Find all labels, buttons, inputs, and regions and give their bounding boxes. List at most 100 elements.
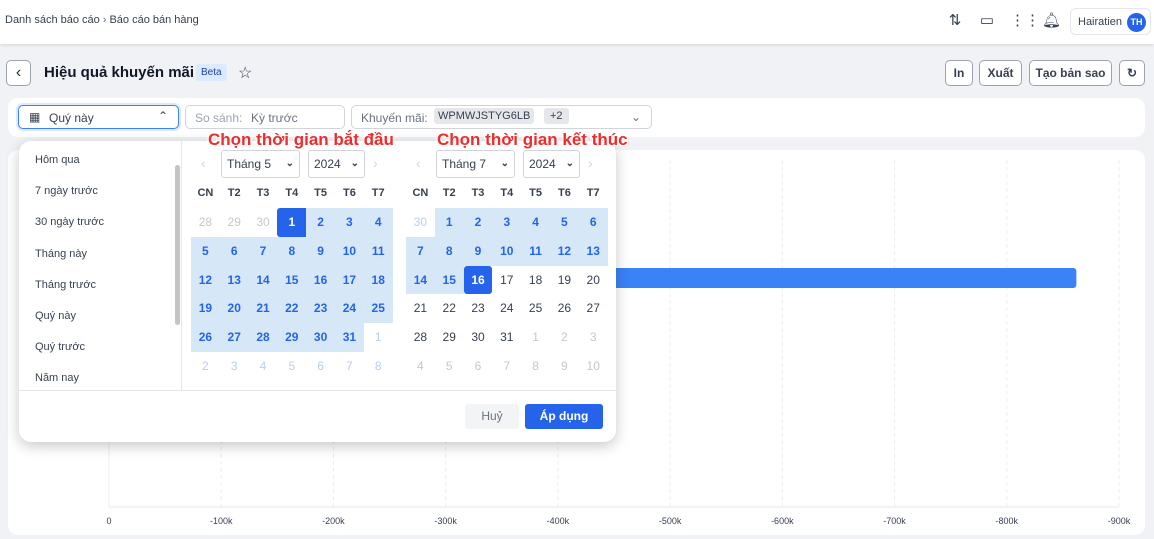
- feedback-icon[interactable]: ▭: [979, 12, 995, 29]
- day-cell[interactable]: 10: [586, 359, 600, 373]
- day-cell[interactable]: 21: [248, 294, 278, 324]
- day-cell[interactable]: 2: [463, 208, 493, 237]
- preset-item[interactable]: Tháng trước: [35, 278, 97, 291]
- month-select[interactable]: Tháng 7 ⌄: [436, 150, 515, 178]
- day-cell[interactable]: 13: [578, 236, 608, 266]
- day-cell[interactable]: 30: [471, 330, 485, 345]
- day-cell[interactable]: 11: [521, 236, 550, 266]
- day-cell[interactable]: 4: [417, 359, 424, 373]
- day-cell[interactable]: 24: [335, 294, 364, 324]
- preset-item[interactable]: Tháng này: [35, 247, 87, 260]
- day-cell[interactable]: 4: [259, 359, 267, 373]
- day-cell[interactable]: 10: [335, 236, 364, 266]
- day-cell[interactable]: 4: [521, 208, 550, 237]
- day-cell[interactable]: 30: [413, 215, 428, 229]
- day-cell[interactable]: 2: [561, 330, 568, 345]
- breadcrumb-link[interactable]: Danh sách báo cáo: [5, 14, 100, 26]
- year-select[interactable]: 2024 ⌄: [523, 150, 580, 178]
- day-cell[interactable]: 29: [277, 323, 307, 352]
- year-select[interactable]: 2024 ⌄: [308, 150, 365, 178]
- day-cell[interactable]: 8: [374, 359, 382, 373]
- day-cell[interactable]: 18: [363, 265, 393, 295]
- back-button[interactable]: ‹: [6, 60, 31, 86]
- refresh-button[interactable]: ↻: [1119, 60, 1145, 86]
- period-select[interactable]: ▦ Quý này ⌃: [18, 105, 179, 129]
- day-cell[interactable]: 2: [202, 359, 209, 373]
- day-cell[interactable]: 1: [434, 208, 464, 237]
- next-month-icon[interactable]: ›: [588, 155, 593, 171]
- day-cell[interactable]: 7: [346, 359, 353, 373]
- day-cell[interactable]: 5: [550, 208, 579, 237]
- day-cell[interactable]: 29: [227, 215, 241, 229]
- day-cell[interactable]: 18: [528, 272, 543, 287]
- preset-item[interactable]: Quý này: [35, 310, 76, 322]
- day-cell[interactable]: 9: [561, 359, 568, 373]
- compare-select[interactable]: So sánh: Kỳ trước: [185, 105, 345, 129]
- apps-grid-icon[interactable]: ⋮⋮: [1010, 12, 1040, 29]
- day-cell[interactable]: 11: [363, 236, 393, 266]
- day-cell[interactable]: 6: [578, 208, 608, 237]
- day-cell[interactable]: 24: [500, 301, 514, 316]
- day-cell[interactable]: 16: [463, 265, 493, 295]
- day-cell[interactable]: 28: [248, 323, 278, 352]
- prev-month-icon[interactable]: ‹: [201, 155, 206, 171]
- day-cell[interactable]: 28: [198, 215, 213, 229]
- day-cell[interactable]: 1: [374, 330, 382, 345]
- bell-icon[interactable]: 🔔︎: [1042, 12, 1062, 29]
- user-menu[interactable]: Hairatien TH: [1070, 8, 1151, 35]
- copy-button[interactable]: Tạo bản sao: [1029, 60, 1112, 86]
- exchange-icon[interactable]: ⇅: [948, 12, 962, 29]
- day-cell[interactable]: 1: [532, 330, 539, 345]
- day-cell[interactable]: 9: [306, 236, 335, 266]
- day-cell[interactable]: 5: [445, 359, 453, 373]
- month-select[interactable]: Tháng 5 ⌄: [221, 150, 300, 178]
- day-cell[interactable]: 23: [306, 294, 335, 324]
- day-cell[interactable]: 27: [586, 301, 600, 316]
- day-cell[interactable]: 3: [335, 208, 364, 237]
- day-cell[interactable]: 10: [492, 236, 522, 266]
- day-cell[interactable]: 30: [256, 215, 270, 229]
- day-cell[interactable]: 21: [413, 301, 428, 316]
- preset-item[interactable]: 30 ngày trước: [35, 216, 104, 229]
- day-cell[interactable]: 14: [406, 265, 435, 295]
- preset-scrollbar[interactable]: [175, 165, 180, 325]
- cancel-button[interactable]: Huỷ: [465, 404, 519, 429]
- day-cell[interactable]: 6: [474, 359, 482, 373]
- day-cell[interactable]: 25: [528, 301, 543, 316]
- apply-button[interactable]: Áp dụng: [525, 404, 603, 429]
- export-button[interactable]: Xuất: [979, 60, 1022, 86]
- day-cell[interactable]: 3: [492, 208, 522, 237]
- day-cell[interactable]: 8: [532, 359, 539, 373]
- day-cell[interactable]: 22: [277, 294, 307, 324]
- day-cell[interactable]: 4: [363, 208, 393, 237]
- day-cell[interactable]: 19: [191, 294, 220, 324]
- day-cell[interactable]: 23: [471, 301, 485, 316]
- day-cell[interactable]: 29: [442, 330, 456, 345]
- preset-item[interactable]: Năm nay: [35, 372, 80, 385]
- day-cell[interactable]: 8: [434, 236, 464, 266]
- day-cell[interactable]: 20: [219, 294, 249, 324]
- day-cell[interactable]: 25: [363, 294, 393, 324]
- preset-item[interactable]: 7 ngày trước: [35, 185, 98, 198]
- day-cell[interactable]: 7: [503, 359, 511, 373]
- day-cell[interactable]: 8: [277, 236, 307, 266]
- day-cell[interactable]: 2: [306, 208, 335, 237]
- day-cell[interactable]: 7: [406, 236, 435, 266]
- day-cell[interactable]: 15: [277, 265, 307, 295]
- day-cell[interactable]: 26: [191, 323, 220, 352]
- day-cell[interactable]: 28: [413, 330, 428, 345]
- day-cell[interactable]: 15: [434, 265, 464, 295]
- star-icon[interactable]: ☆: [238, 65, 253, 82]
- day-cell[interactable]: 12: [191, 265, 220, 295]
- print-button[interactable]: In: [945, 60, 973, 86]
- prev-month-icon[interactable]: ‹: [416, 155, 421, 171]
- day-cell[interactable]: 3: [230, 359, 238, 373]
- day-cell[interactable]: 26: [557, 301, 572, 316]
- day-cell[interactable]: 5: [191, 236, 220, 266]
- day-cell[interactable]: 20: [586, 272, 600, 287]
- day-cell[interactable]: 30: [306, 323, 335, 352]
- day-cell[interactable]: 9: [463, 236, 493, 266]
- day-cell[interactable]: 17: [335, 265, 364, 295]
- preset-item[interactable]: Hôm qua: [35, 154, 80, 166]
- day-cell[interactable]: 16: [306, 265, 335, 295]
